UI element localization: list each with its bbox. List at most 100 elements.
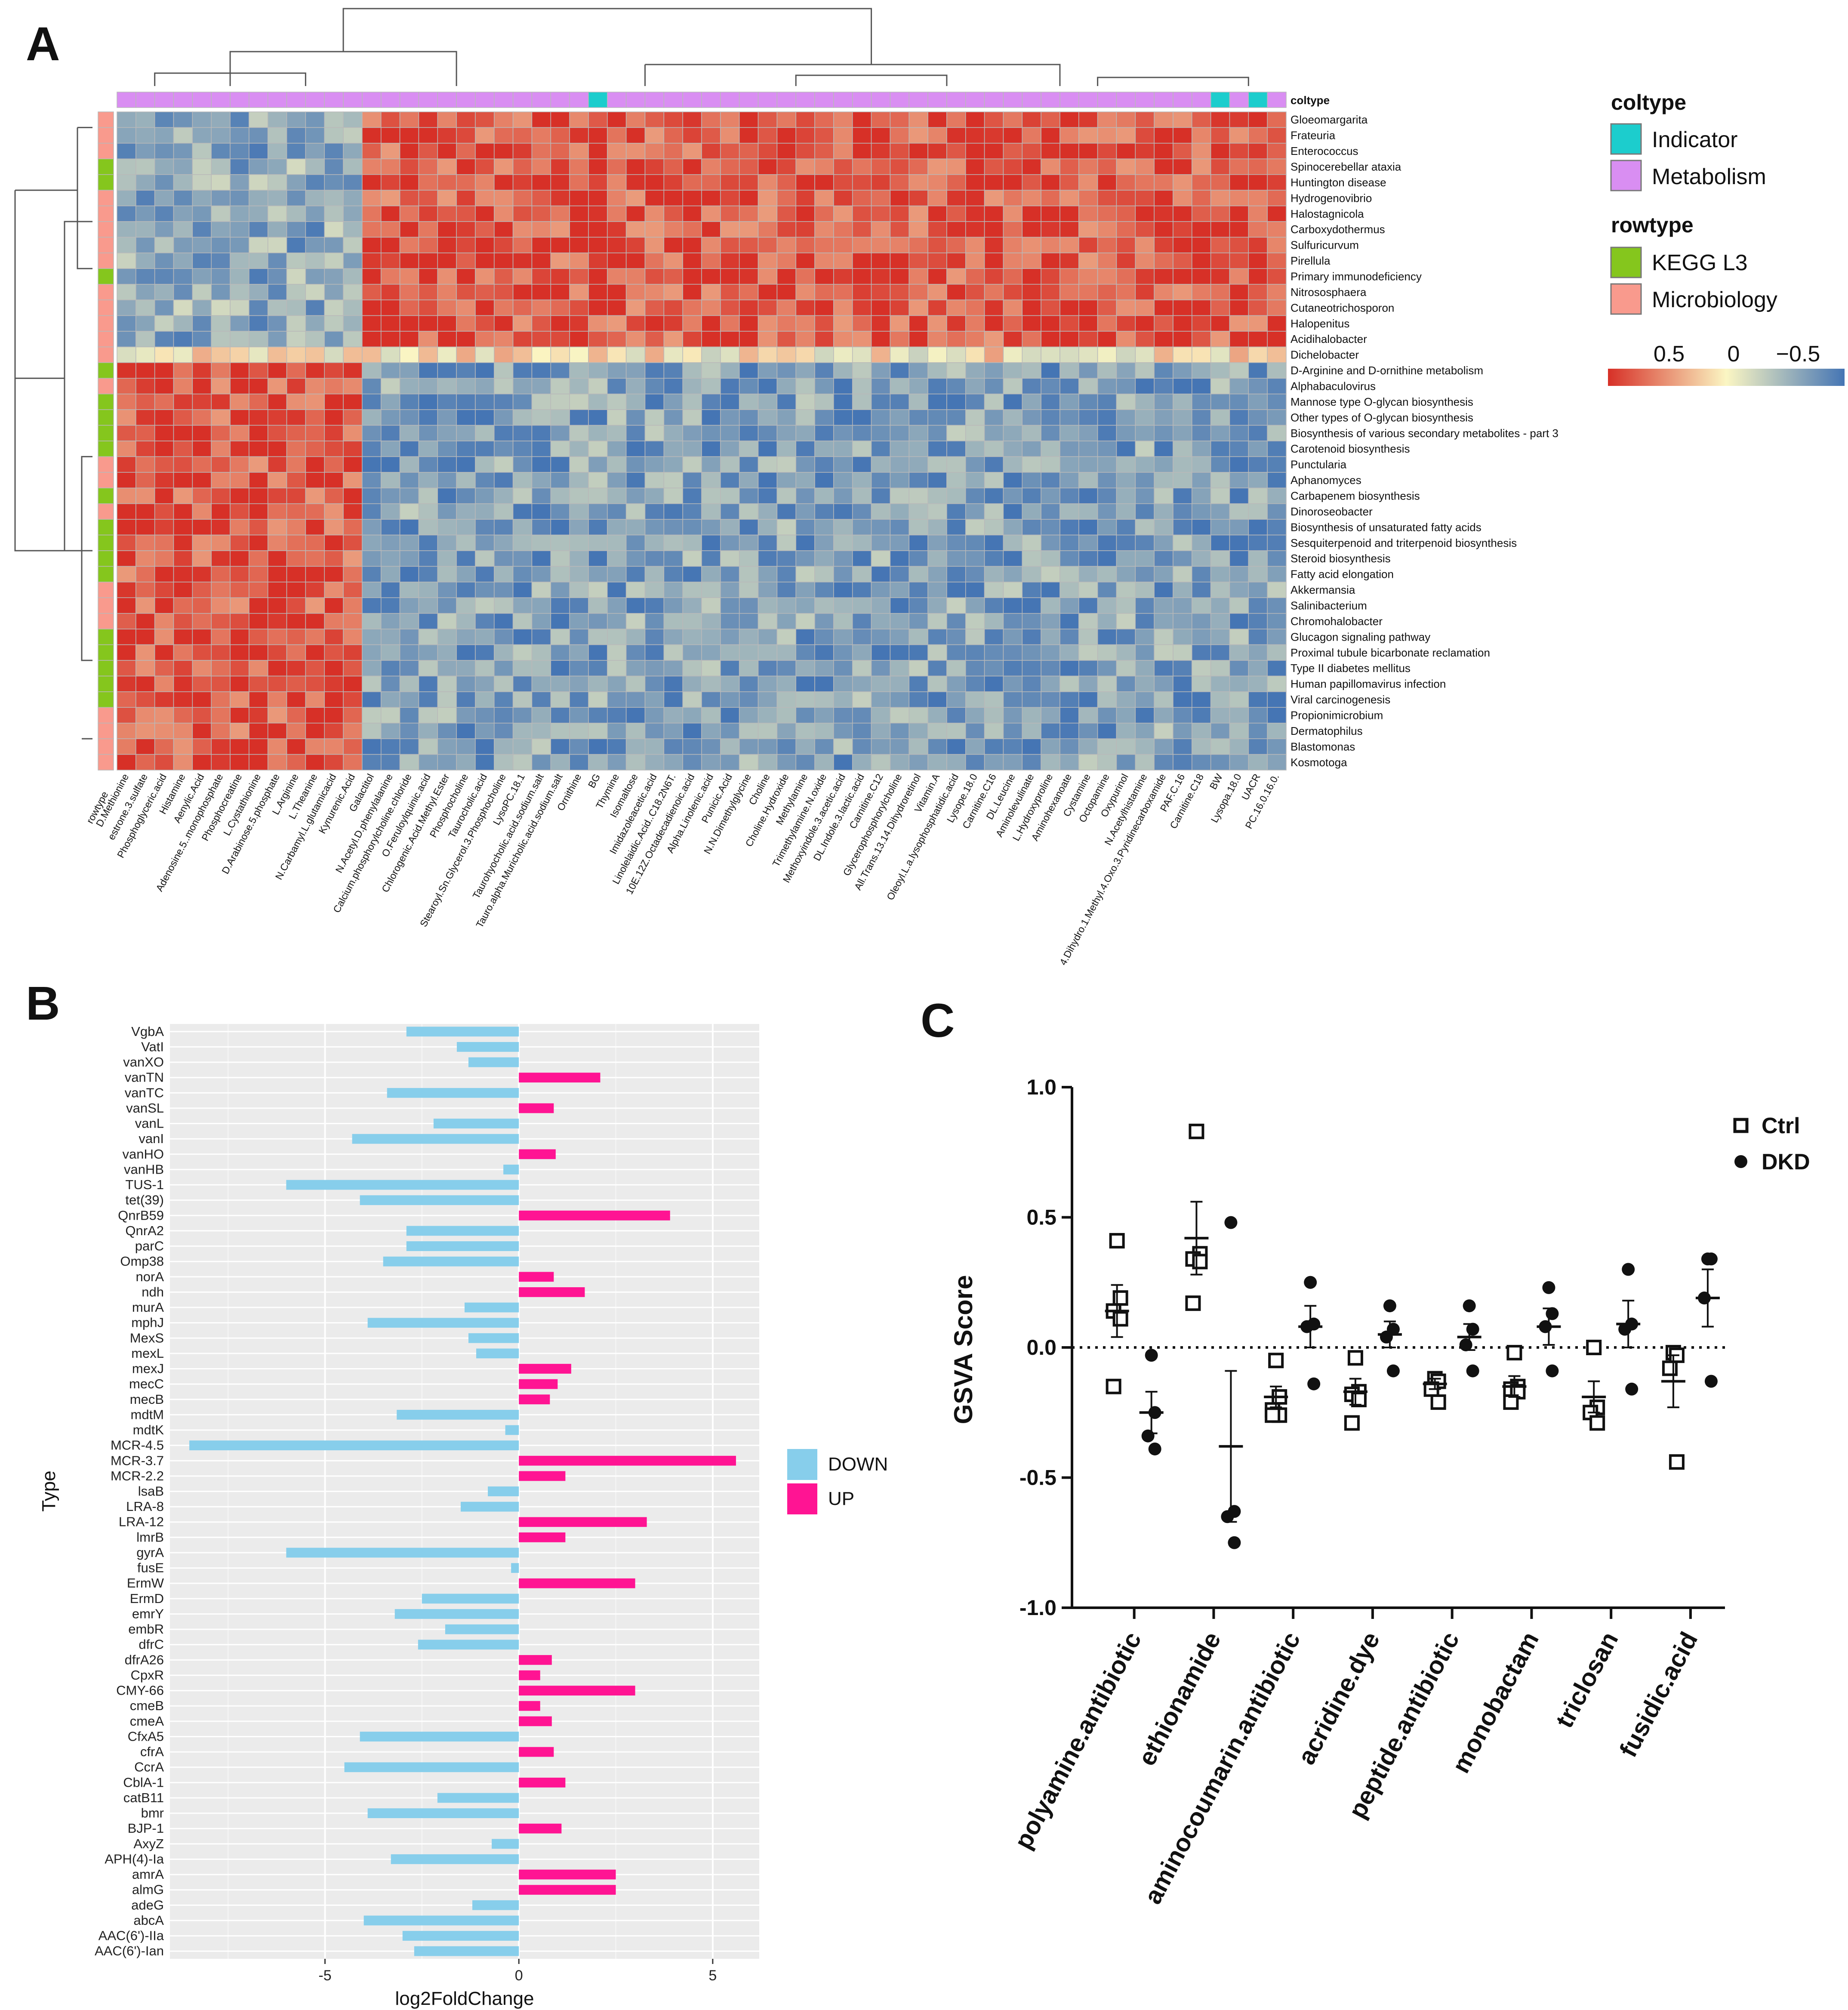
heatmap-cell [1248, 754, 1268, 771]
heatmap-cell [173, 425, 193, 441]
bar-x-ticks: -5 0 5 [318, 1959, 717, 1984]
bar-panel: VgbAVatIvanXOvanTNvanTCvanSLvanLvanIvanH… [38, 1024, 888, 2009]
heatmap-cell [211, 190, 231, 207]
heatmap-cell [1229, 158, 1249, 175]
coltype-cell [1248, 92, 1268, 108]
coltype-cell [644, 92, 665, 108]
heatmap-cell [475, 393, 495, 410]
heatmap-cell [644, 127, 665, 144]
heatmap-cell [946, 190, 966, 207]
heatmap-cell [927, 362, 947, 379]
bar-APH(4)-Ia [391, 1854, 519, 1864]
bar-AxyZ [492, 1839, 519, 1849]
heatmap-cell [739, 629, 759, 645]
heatmap-cell [739, 519, 759, 536]
heatmap-cell [1192, 441, 1211, 457]
heatmap-cell [607, 582, 627, 598]
heatmap-cell [418, 691, 438, 708]
heatmap-cell [720, 613, 740, 629]
heatmap-cell [644, 284, 665, 300]
heatmap-cell [267, 722, 287, 739]
heatmap-cell [456, 127, 476, 144]
heatmap-cell [249, 456, 268, 473]
heatmap-cell [776, 174, 796, 191]
heatmap-cell [1116, 566, 1136, 583]
heatmap-cell [569, 409, 589, 426]
heatmap-cell [117, 190, 136, 207]
heatmap-cell [230, 237, 249, 253]
heatmap-cell [569, 675, 589, 692]
heatmap-cell [305, 613, 325, 629]
heatmap-cell [418, 284, 438, 300]
heatmap-cell [1248, 315, 1268, 332]
heatmap-cell [267, 331, 287, 348]
heatmap-cell [305, 550, 325, 567]
bar-category-label: cfrA [140, 1744, 164, 1759]
heatmap-cell [117, 393, 136, 410]
bar-parC [406, 1241, 519, 1251]
heatmap-cell [286, 707, 306, 724]
bar-category-label: mexJ [132, 1361, 164, 1376]
heatmap-cell [1267, 738, 1287, 755]
heatmap-cell [833, 629, 853, 645]
heatmap-cell [1173, 644, 1192, 661]
heatmap-cell [136, 487, 155, 504]
heatmap-cell [814, 644, 834, 661]
heatmap-cell [946, 284, 966, 300]
heatmap-cell [1192, 331, 1211, 348]
rowtype-cell [98, 566, 114, 583]
heatmap-cell [1041, 205, 1060, 222]
heatmap-cell [588, 629, 608, 645]
heatmap-cell [588, 722, 608, 739]
heatmap-cell [965, 111, 985, 128]
heatmap-cell [1060, 111, 1079, 128]
heatmap-cell [211, 237, 231, 253]
heatmap-cell [1022, 503, 1041, 520]
heatmap-cell [663, 158, 683, 175]
heatmap-cell [192, 346, 212, 363]
coltype-cell [362, 92, 382, 108]
heatmap-cell [984, 503, 1004, 520]
heatmap-cell [512, 315, 533, 332]
heatmap-cell [625, 425, 646, 441]
heatmap-cell [1022, 550, 1041, 567]
heatmap-cell [399, 378, 419, 395]
heatmap-cell [437, 738, 457, 755]
heatmap-cell [909, 613, 928, 629]
heatmap-cell [1022, 487, 1041, 504]
heatmap-cell [1078, 738, 1098, 755]
heatmap-cell [531, 253, 551, 269]
heatmap-cell [1210, 503, 1230, 520]
heatmap-cell [1154, 143, 1173, 160]
heatmap-cell [720, 597, 740, 614]
heatmap-cell [531, 660, 551, 677]
heatmap-cell [1116, 111, 1136, 128]
heatmap-cell [814, 378, 834, 395]
heatmap-cell [890, 441, 909, 457]
heatmap-cell [249, 409, 268, 426]
heatmap-cell [1078, 111, 1098, 128]
heatmap-cell [230, 221, 249, 238]
heatmap-cell [136, 393, 155, 410]
coltype-cell [211, 92, 231, 108]
heatmap-cell [380, 707, 400, 724]
heatmap-cell [437, 127, 457, 144]
heatmap-cell [1173, 174, 1192, 191]
heatmap-cell [965, 315, 985, 332]
heatmap-cell [512, 425, 533, 441]
heatmap-cell [1135, 722, 1155, 739]
rowtype-cell [98, 425, 114, 441]
heatmap-cell [1210, 487, 1230, 504]
heatmap-cell [1267, 127, 1287, 144]
heatmap-cell [1210, 691, 1230, 708]
heatmap-cell [776, 299, 796, 316]
heatmap-cell [625, 143, 646, 160]
heatmap-cell [1003, 190, 1023, 207]
heatmap-cell [531, 472, 551, 489]
heatmap-cell [927, 143, 947, 160]
heatmap-cell [1003, 111, 1023, 128]
heatmap-cell [795, 393, 815, 410]
heatmap-cell [399, 362, 419, 379]
heatmap-cell [909, 425, 928, 441]
heatmap-cell [437, 582, 457, 598]
